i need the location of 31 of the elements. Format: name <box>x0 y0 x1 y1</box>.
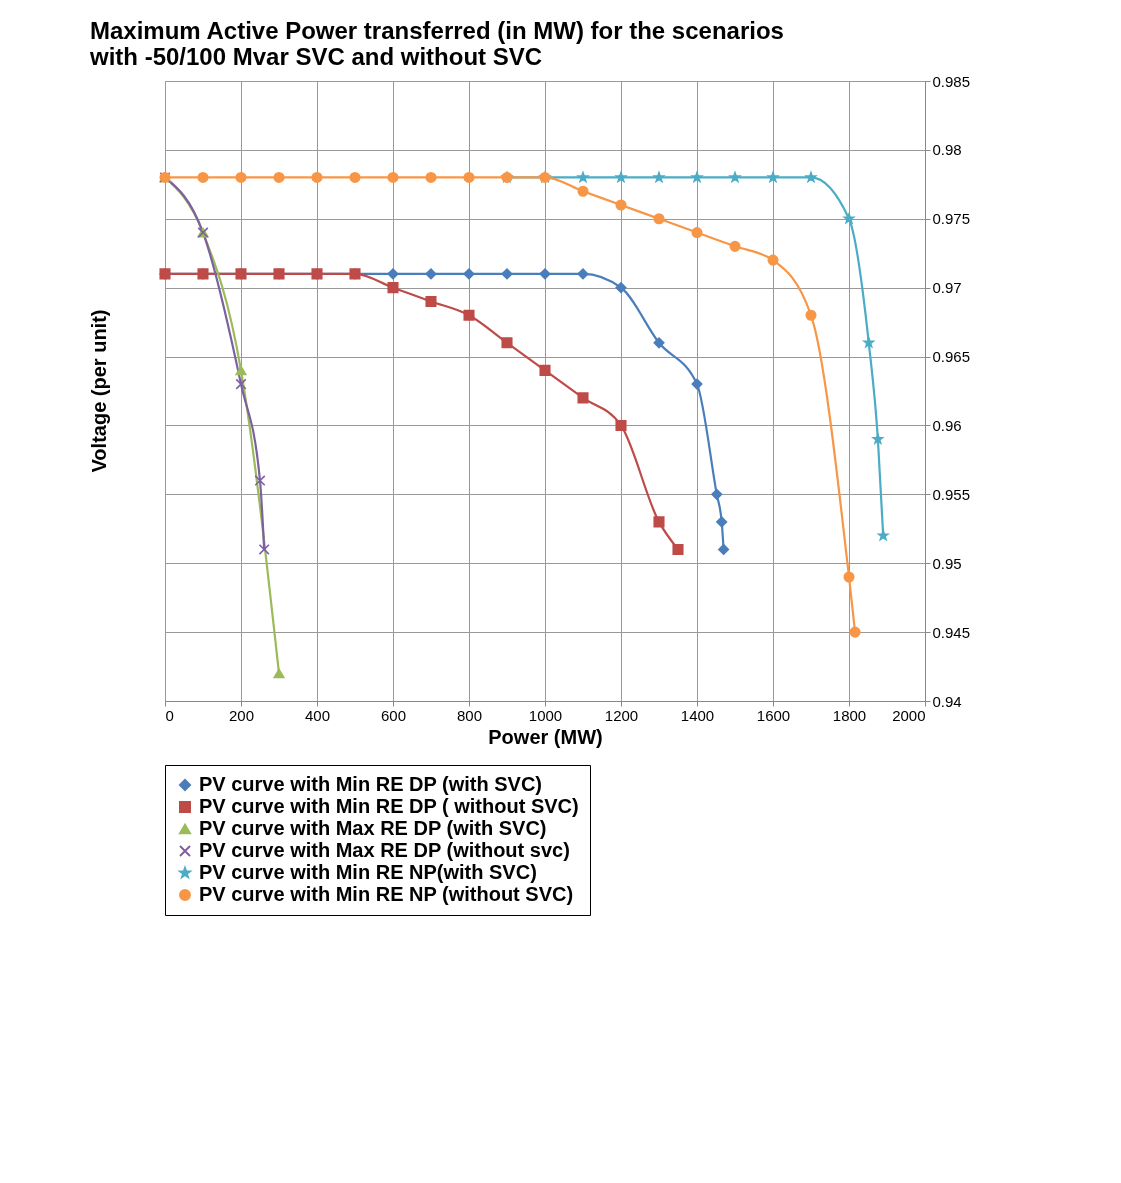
legend-label: PV curve with Min RE NP(with SVC) <box>199 861 537 883</box>
text: with -50/100 Mvar SVC and without SVC <box>90 43 543 70</box>
legend-label: PV curve with Max RE DP (with SVC) <box>199 817 547 839</box>
y-axis-title: Voltage (per unit) <box>88 309 110 473</box>
y-tick-label: 0.955 <box>932 485 971 503</box>
x-tick-label: 1000 <box>528 706 563 724</box>
x-tick-label: 1200 <box>604 706 639 724</box>
x-tick-label: 0 <box>165 706 174 724</box>
x-tick-label: 400 <box>304 706 331 724</box>
y-tick-label: 0.96 <box>932 416 962 434</box>
legend-label: PV curve with Max RE DP (without svc) <box>199 839 570 861</box>
x-axis-title: Power (MW) <box>488 725 603 748</box>
y-tick-label: 0.94 <box>932 692 962 710</box>
x-tick-label: 600 <box>380 706 407 724</box>
x-tick-label: 1600 <box>756 706 791 724</box>
y-tick-label: 0.945 <box>932 623 971 641</box>
x-tick-label: 200 <box>228 706 255 724</box>
text: Maximum Active Power transferred (in MW) for the scenarios <box>90 17 784 44</box>
y-tick-label: 0.975 <box>932 210 971 228</box>
x-tick-label: 800 <box>456 706 483 724</box>
legend-label: PV curve with Min RE NP (without SVC) <box>199 883 574 905</box>
x-tick-label: 1800 <box>832 706 867 724</box>
y-tick-label: 0.98 <box>932 141 962 159</box>
x-tick-label: 2000 <box>892 706 926 724</box>
legend-label: PV curve with Min RE DP (with SVC) <box>199 773 543 795</box>
y-tick-label: 0.95 <box>932 554 962 572</box>
y-tick-label: 0.985 <box>932 72 971 90</box>
x-tick-label: 1400 <box>680 706 715 724</box>
y-tick-label: 0.97 <box>932 279 962 297</box>
y-tick-label: 0.965 <box>932 348 971 366</box>
legend-label: PV curve with Min RE DP ( without SVC) <box>199 795 579 817</box>
